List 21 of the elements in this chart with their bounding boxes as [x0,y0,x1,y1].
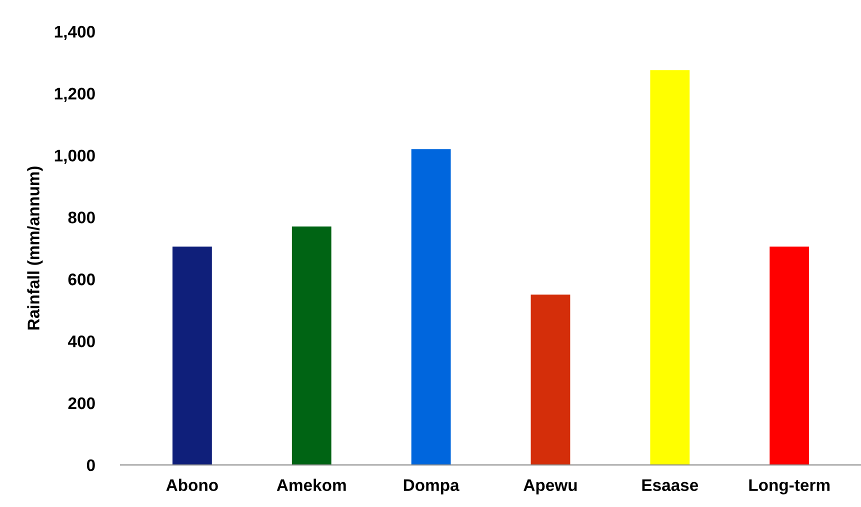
bar [650,70,690,465]
y-tick-label: 200 [68,397,95,410]
y-tick-label: 1,200 [54,88,95,102]
x-tick-label: Dompa [404,479,460,494]
y-tick-label: 400 [68,335,95,348]
bar [770,246,810,465]
y-tick-label: 600 [68,274,95,286]
x-tick-label: Esaase [642,479,698,492]
x-tick-label: Amekom [276,478,346,492]
bar [172,246,212,465]
x-tick-label: Abono [166,478,218,492]
bar [292,226,332,465]
bar [530,294,570,465]
y-tick-label: 0 [86,459,95,472]
y-axis-title: Rainfall (mm/annum) [27,166,43,330]
bar [411,149,451,465]
x-tick-label: Apewu [524,479,577,494]
y-tick-label: 1,000 [54,150,95,164]
y-tick-label: 1,400 [54,26,95,40]
x-tick-label: Long-term [749,479,830,494]
y-tick-label: 800 [68,212,95,224]
